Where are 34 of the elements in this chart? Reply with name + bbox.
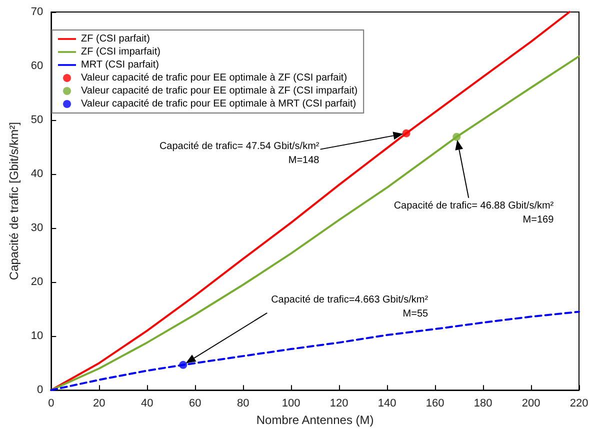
y-tick-label: 60 (30, 60, 44, 72)
x-tick-label: 160 (426, 398, 444, 410)
y-tick-label: 40 (30, 168, 44, 180)
legend-label: ZF (CSI parfait) (81, 34, 150, 44)
legend-label: MRT (CSI parfait) (81, 60, 159, 70)
x-tick-label: 220 (570, 398, 588, 410)
x-tick-label: 20 (93, 398, 106, 410)
y-axis-title: Capacité de trafic [Gbit/s/km²] (7, 122, 21, 280)
annotation: Capacité de trafic= 46.88 Gbit/s/km² M=169 (394, 200, 554, 226)
y-tick-label: 10 (30, 330, 44, 342)
legend-label: Valeur capacité de trafic pour EE optimale à ZF (CSI imparfait) (81, 86, 358, 96)
x-tick-label: 120 (330, 398, 348, 410)
y-tick-label: 20 (30, 276, 44, 288)
point (452, 132, 461, 141)
y-tick-label: 70 (30, 6, 44, 18)
x-tick-label: 180 (474, 398, 492, 410)
x-tick-label: 40 (140, 398, 154, 410)
annotation: Capacité de trafic=4.663 Gbit/s/km² M=55 (271, 294, 429, 320)
y-tick-label: 0 (37, 384, 44, 396)
legend-label: Valeur capacité de trafic pour EE optimale à MRT (CSI parfait) (81, 98, 356, 110)
annotation: Capacité de trafic= 47.54 Gbit/s/km² M=148 (159, 140, 320, 166)
point (179, 360, 188, 369)
y-tick-label: 50 (30, 114, 44, 126)
x-tick-label: 0 (48, 398, 54, 410)
x-tick-label: 60 (188, 398, 202, 410)
x-tick-label: 80 (236, 398, 250, 410)
x-axis-title: Nombre Antennes (M) (256, 413, 374, 427)
x-tick-label: 100 (282, 398, 300, 410)
x-tick-label: 200 (522, 398, 540, 410)
legend-label: ZF (CSI imparfait) (81, 46, 160, 58)
point (402, 129, 410, 138)
x-tick-label: 140 (378, 398, 396, 410)
legend-label: Valeur capacité de trafic pour EE optimale à ZF (CSI parfait) (81, 72, 348, 84)
y-tick-label: 30 (30, 222, 44, 234)
